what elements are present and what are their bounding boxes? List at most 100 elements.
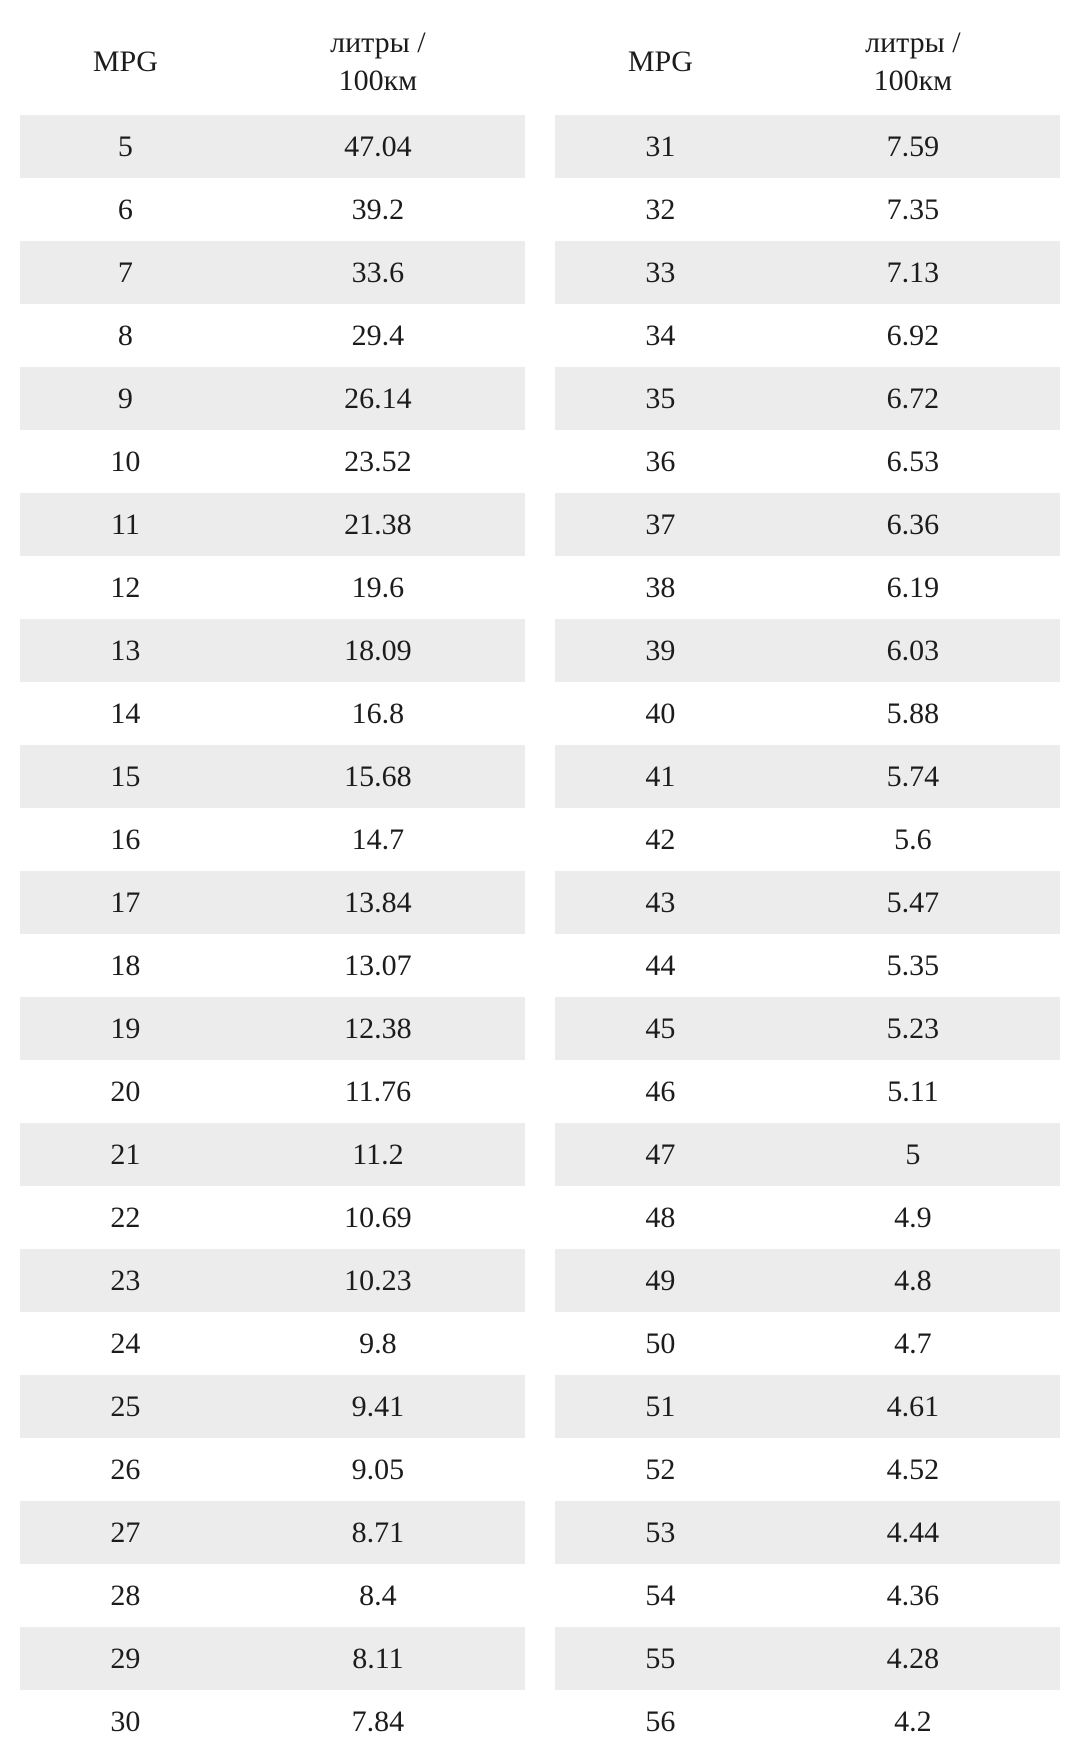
cell-l100: 14.7 (231, 808, 525, 871)
cell-mpg: 44 (555, 934, 766, 997)
table-row: 346.92 (555, 304, 1060, 367)
cell-mpg: 17 (20, 871, 231, 934)
table-row: 514.61 (555, 1375, 1060, 1438)
table-row: 1515.68 (20, 745, 525, 808)
conversion-table-right: MPG литры / 100км 317.59327.35337.13346.… (555, 10, 1060, 1753)
cell-l100: 33.6 (231, 241, 525, 304)
cell-l100: 4.9 (766, 1186, 1060, 1249)
table-row: 829.4 (20, 304, 525, 367)
table-row: 544.36 (555, 1564, 1060, 1627)
cell-mpg: 25 (20, 1375, 231, 1438)
cell-l100: 7.35 (766, 178, 1060, 241)
header-l100: литры / 100км (231, 10, 525, 115)
table-row: 425.6 (555, 808, 1060, 871)
cell-l100: 7.13 (766, 241, 1060, 304)
header-row: MPG литры / 100км (555, 10, 1060, 115)
table-row: 415.74 (555, 745, 1060, 808)
cell-l100: 8.4 (231, 1564, 525, 1627)
cell-l100: 26.14 (231, 367, 525, 430)
table-row: 1813.07 (20, 934, 525, 997)
table-row: 1023.52 (20, 430, 525, 493)
table-row: 445.35 (555, 934, 1060, 997)
cell-mpg: 43 (555, 871, 766, 934)
table-row: 554.28 (555, 1627, 1060, 1690)
table-row: 494.8 (555, 1249, 1060, 1312)
table-row: 249.8 (20, 1312, 525, 1375)
cell-mpg: 40 (555, 682, 766, 745)
table-row: 1318.09 (20, 619, 525, 682)
cell-l100: 9.41 (231, 1375, 525, 1438)
cell-l100: 5.11 (766, 1060, 1060, 1123)
cell-mpg: 28 (20, 1564, 231, 1627)
cell-mpg: 13 (20, 619, 231, 682)
cell-mpg: 55 (555, 1627, 766, 1690)
cell-mpg: 20 (20, 1060, 231, 1123)
table-row: 475 (555, 1123, 1060, 1186)
cell-l100: 5.74 (766, 745, 1060, 808)
cell-l100: 29.4 (231, 304, 525, 367)
cell-l100: 6.19 (766, 556, 1060, 619)
cell-mpg: 48 (555, 1186, 766, 1249)
cell-mpg: 32 (555, 178, 766, 241)
cell-l100: 10.69 (231, 1186, 525, 1249)
table-row: 1121.38 (20, 493, 525, 556)
cell-mpg: 36 (555, 430, 766, 493)
cell-l100: 15.68 (231, 745, 525, 808)
header-l100-line1: литры / (330, 26, 426, 59)
cell-mpg: 50 (555, 1312, 766, 1375)
cell-l100: 6.36 (766, 493, 1060, 556)
table-row: 278.71 (20, 1501, 525, 1564)
header-row: MPG литры / 100км (20, 10, 525, 115)
table-row: 484.9 (555, 1186, 1060, 1249)
cell-l100: 5 (766, 1123, 1060, 1186)
cell-mpg: 52 (555, 1438, 766, 1501)
table-row: 269.05 (20, 1438, 525, 1501)
table-row: 435.47 (555, 871, 1060, 934)
table-row: 1614.7 (20, 808, 525, 871)
table-row: 2011.76 (20, 1060, 525, 1123)
cell-mpg: 38 (555, 556, 766, 619)
header-l100: литры / 100км (766, 10, 1060, 115)
cell-mpg: 34 (555, 304, 766, 367)
cell-mpg: 5 (20, 115, 231, 178)
cell-l100: 5.88 (766, 682, 1060, 745)
table-row: 366.53 (555, 430, 1060, 493)
cell-l100: 4.8 (766, 1249, 1060, 1312)
cell-l100: 6.92 (766, 304, 1060, 367)
table-row: 534.44 (555, 1501, 1060, 1564)
cell-l100: 4.44 (766, 1501, 1060, 1564)
cell-l100: 5.23 (766, 997, 1060, 1060)
cell-mpg: 54 (555, 1564, 766, 1627)
cell-l100: 6.03 (766, 619, 1060, 682)
cell-mpg: 37 (555, 493, 766, 556)
cell-mpg: 41 (555, 745, 766, 808)
table-row: 396.03 (555, 619, 1060, 682)
cell-l100: 21.38 (231, 493, 525, 556)
cell-mpg: 26 (20, 1438, 231, 1501)
table-row: 2310.23 (20, 1249, 525, 1312)
table-row: 504.7 (555, 1312, 1060, 1375)
cell-mpg: 30 (20, 1690, 231, 1753)
table-row: 386.19 (555, 556, 1060, 619)
cell-mpg: 18 (20, 934, 231, 997)
header-l100-line2: 100км (339, 64, 418, 97)
table-row: 337.13 (555, 241, 1060, 304)
cell-mpg: 31 (555, 115, 766, 178)
header-l100-line2: 100км (874, 64, 953, 97)
cell-l100: 4.28 (766, 1627, 1060, 1690)
cell-l100: 6.53 (766, 430, 1060, 493)
table-row: 259.41 (20, 1375, 525, 1438)
cell-l100: 12.38 (231, 997, 525, 1060)
cell-l100: 4.2 (766, 1690, 1060, 1753)
cell-mpg: 49 (555, 1249, 766, 1312)
table-row: 455.23 (555, 997, 1060, 1060)
table-row: 2210.69 (20, 1186, 525, 1249)
cell-mpg: 35 (555, 367, 766, 430)
cell-l100: 5.35 (766, 934, 1060, 997)
cell-mpg: 45 (555, 997, 766, 1060)
cell-l100: 8.71 (231, 1501, 525, 1564)
cell-mpg: 19 (20, 997, 231, 1060)
cell-mpg: 6 (20, 178, 231, 241)
cell-l100: 4.52 (766, 1438, 1060, 1501)
cell-l100: 6.72 (766, 367, 1060, 430)
